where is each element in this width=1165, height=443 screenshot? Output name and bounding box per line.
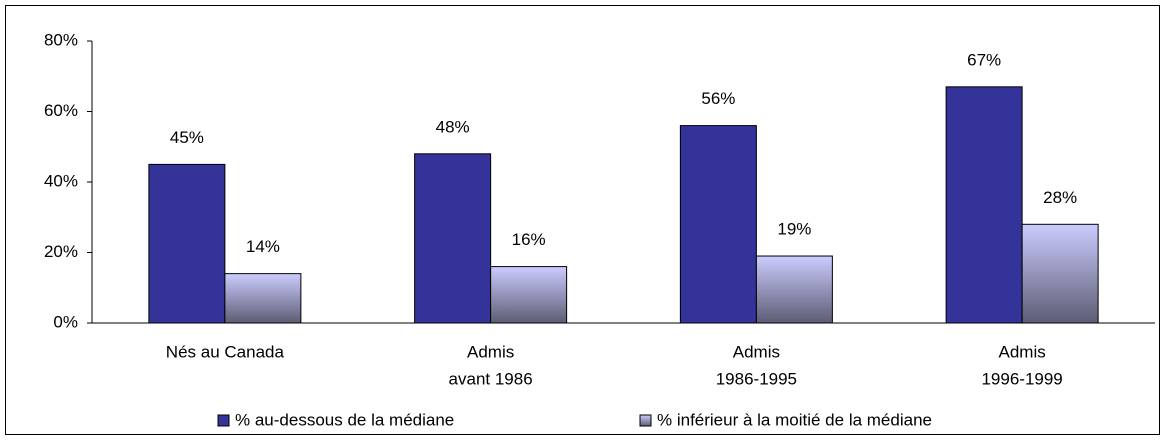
bar xyxy=(755,255,833,324)
data-label: 28% xyxy=(1043,188,1077,207)
data-label: 48% xyxy=(436,117,470,136)
x-tick-label: 1986-1995 xyxy=(716,369,797,388)
y-tick-label: 80% xyxy=(44,30,78,49)
data-label: 14% xyxy=(246,237,280,256)
x-tick-label: avant 1986 xyxy=(449,369,533,388)
bar xyxy=(945,86,1023,324)
bar xyxy=(224,273,302,324)
legend-swatch xyxy=(639,414,652,427)
bar xyxy=(1021,223,1099,324)
data-label: 19% xyxy=(777,220,811,239)
legend-label: % au-dessous de la médiane xyxy=(235,410,454,429)
x-tick-label: 1996-1999 xyxy=(981,369,1062,388)
bar xyxy=(414,153,492,324)
legend-swatch xyxy=(217,414,230,427)
bar xyxy=(148,163,226,324)
data-label: 67% xyxy=(967,50,1001,69)
data-label: 45% xyxy=(170,128,204,147)
y-tick-label: 40% xyxy=(44,171,78,190)
y-tick-label: 60% xyxy=(44,101,78,120)
x-tick-label: Admis xyxy=(733,342,780,361)
bar xyxy=(679,125,757,324)
data-label: 16% xyxy=(512,230,546,249)
x-tick-label: Nés au Canada xyxy=(166,342,285,361)
bar xyxy=(490,266,568,324)
x-tick-label: Admis xyxy=(467,342,514,361)
x-tick-label: Admis xyxy=(999,342,1046,361)
y-tick-label: 0% xyxy=(53,312,78,331)
y-tick-label: 20% xyxy=(44,242,78,261)
legend-label: % inférieur à la moitié de la médiane xyxy=(657,410,932,429)
data-label: 56% xyxy=(701,89,735,108)
